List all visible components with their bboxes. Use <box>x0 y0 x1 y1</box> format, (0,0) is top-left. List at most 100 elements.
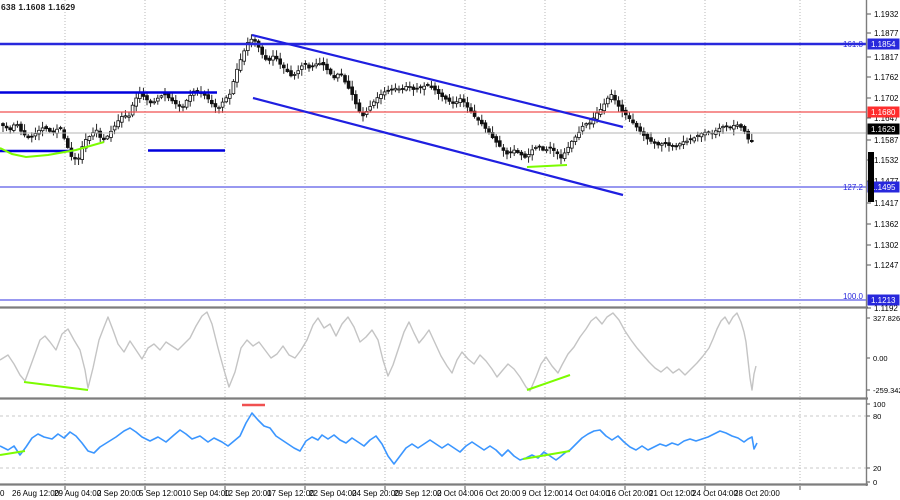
fib-level-label: 161.8 <box>843 40 864 49</box>
fib-level-label: 100.0 <box>843 292 864 301</box>
candle-bull <box>595 112 599 120</box>
candle-bear <box>724 125 729 128</box>
candle-bear <box>451 101 455 104</box>
candle-bull <box>227 93 232 99</box>
candle-bear <box>508 151 513 154</box>
candle-bull <box>721 126 725 129</box>
price-axis-label: 1.1532 <box>874 156 899 165</box>
time-axis-label: 10 Sep 04:00 <box>182 489 230 498</box>
candle-bull <box>155 97 160 102</box>
candle-bear <box>670 145 675 147</box>
candle-bear <box>4 125 9 129</box>
candle-bull <box>188 95 193 102</box>
candle-bear <box>613 94 617 101</box>
candle-bear <box>483 122 488 129</box>
candle-bear <box>1 123 5 127</box>
candle-bear <box>328 68 333 75</box>
candle-bull <box>137 92 142 99</box>
time-axis-label: 17 Sep 12:00 <box>267 489 315 498</box>
candle-bull <box>235 68 239 83</box>
candle-bear <box>490 132 495 139</box>
indicator1-green-segment <box>526 374 571 391</box>
candle-bear <box>166 93 171 99</box>
candle-bull <box>112 125 117 131</box>
price-axis-label: 1.1702 <box>874 94 899 103</box>
candle-bull <box>602 103 606 112</box>
candle-bull <box>224 97 229 103</box>
candle-bull <box>217 107 221 109</box>
time-axis-label: 6 Oct 20:00 <box>479 489 521 498</box>
candle-bull <box>33 133 38 137</box>
candle-bull <box>317 62 322 65</box>
indicator1-axis-label: -259.342 <box>873 386 900 395</box>
price-axis-label: 1.1877 <box>874 29 899 38</box>
candle-bull <box>397 88 401 91</box>
candle-bull <box>134 97 139 107</box>
candle-bear <box>177 104 182 107</box>
candle-bull <box>245 42 250 51</box>
candle-bear <box>289 70 293 77</box>
candle-bear <box>19 123 23 132</box>
price-axis-label: 1.1762 <box>874 73 899 82</box>
candle-bear <box>634 122 639 128</box>
candle-bear <box>519 151 524 156</box>
candle-bull <box>606 97 610 105</box>
candle-bear <box>285 68 290 73</box>
candle-bull <box>717 127 722 133</box>
candle-bear <box>102 137 106 141</box>
price-axis-label: 1.1247 <box>874 261 899 270</box>
candle-bull <box>159 95 164 98</box>
candle-bull <box>577 131 581 138</box>
indicator2-axis-label: 80 <box>873 412 881 421</box>
candle-bear <box>631 119 635 124</box>
candle-bull <box>80 146 85 160</box>
candle-bull <box>534 147 538 149</box>
candle-bull <box>732 125 736 130</box>
time-axis-label: 9 Oct 12:00 <box>522 489 564 498</box>
candle-bear <box>281 64 286 69</box>
time-axis-label: 12 Sep 20:00 <box>224 489 272 498</box>
candle-bull <box>87 136 92 141</box>
candle-bull <box>37 129 41 135</box>
price-axis-drag-zone[interactable] <box>867 0 900 486</box>
candle-bear <box>425 84 430 86</box>
candle-bear <box>494 136 498 143</box>
candle-bear <box>559 154 563 159</box>
candle-bear <box>746 130 750 140</box>
price-axis-label: 1.1817 <box>874 53 899 62</box>
candle-bear <box>278 58 282 65</box>
candle-bear <box>469 107 473 113</box>
candle-bull <box>570 140 574 149</box>
candle-bear <box>663 142 668 145</box>
candle-bear <box>206 94 211 100</box>
candle-bull <box>404 86 408 91</box>
candle-bear <box>48 128 52 132</box>
candle-bear <box>8 127 13 131</box>
candle-bull <box>292 74 297 76</box>
candle-bull <box>314 63 318 67</box>
price-axis-label: 1.1192 <box>874 304 898 313</box>
candle-bull <box>238 59 243 71</box>
time-axis-label: 16 Oct 20:00 <box>607 489 653 498</box>
candle-bear <box>642 131 646 136</box>
candle-bear <box>163 93 167 96</box>
candle-bull <box>249 38 254 44</box>
time-axis-drag-zone[interactable] <box>0 486 900 500</box>
time-axis-label: 29 Sep 12:00 <box>394 489 442 498</box>
candle-bull <box>116 120 121 128</box>
candle-bull <box>407 86 412 88</box>
price-badge-label: 1.1680 <box>871 108 896 117</box>
candle-bull <box>296 70 300 75</box>
candle-bull <box>696 135 700 137</box>
candle-bear <box>51 130 56 133</box>
time-axis-label: 26 Aug 12:00 <box>12 489 60 498</box>
candle-bear <box>307 64 311 69</box>
time-axis-label: 14 Oct 04:00 <box>564 489 610 498</box>
candle-bear <box>274 55 279 60</box>
candle-bull <box>703 131 707 136</box>
price-badge <box>867 181 900 193</box>
candle-bear <box>649 137 653 142</box>
candle-bear <box>62 129 66 139</box>
candle-bear <box>652 141 657 144</box>
